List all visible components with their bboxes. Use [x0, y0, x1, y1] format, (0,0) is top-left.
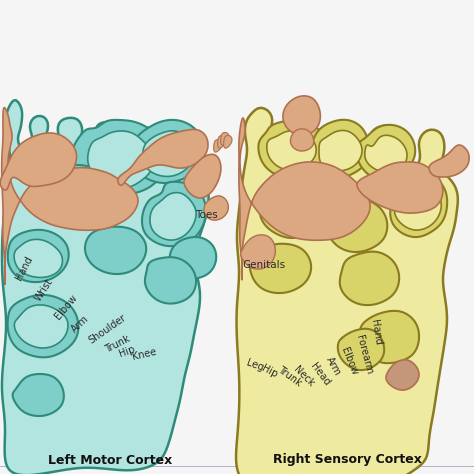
Polygon shape [224, 136, 232, 148]
Polygon shape [2, 100, 209, 474]
Polygon shape [221, 133, 229, 145]
Polygon shape [250, 244, 311, 293]
Polygon shape [145, 257, 196, 303]
Text: Elbow: Elbow [339, 346, 359, 377]
Text: Leg: Leg [245, 358, 264, 374]
Polygon shape [394, 185, 441, 230]
Polygon shape [283, 96, 320, 135]
Text: Knee: Knee [131, 347, 158, 362]
Text: Forearm: Forearm [354, 334, 374, 375]
Polygon shape [328, 200, 387, 252]
Polygon shape [8, 295, 78, 357]
Polygon shape [360, 311, 419, 363]
Polygon shape [85, 227, 146, 274]
Polygon shape [365, 135, 407, 172]
Polygon shape [0, 133, 76, 190]
Polygon shape [2, 108, 138, 285]
Text: Toes: Toes [195, 210, 218, 220]
Polygon shape [150, 192, 196, 240]
Text: Neck: Neck [292, 365, 316, 389]
Polygon shape [184, 155, 221, 198]
Polygon shape [142, 182, 206, 246]
Text: Left Motor Cortex: Left Motor Cortex [48, 454, 172, 466]
Text: Trunk: Trunk [276, 365, 303, 389]
Polygon shape [258, 120, 328, 178]
Polygon shape [131, 120, 205, 183]
Polygon shape [386, 360, 419, 390]
Polygon shape [236, 108, 458, 474]
Polygon shape [88, 131, 153, 188]
Text: Hip: Hip [260, 363, 279, 379]
Text: Arm: Arm [70, 314, 91, 335]
Text: Trunk: Trunk [103, 334, 132, 355]
Polygon shape [214, 139, 222, 152]
Text: Hand: Hand [369, 319, 383, 346]
Polygon shape [241, 235, 275, 269]
Polygon shape [42, 165, 113, 225]
Polygon shape [429, 145, 469, 177]
Polygon shape [50, 175, 105, 220]
Polygon shape [267, 131, 316, 170]
Polygon shape [14, 305, 68, 348]
Text: Arm: Arm [324, 355, 342, 377]
Text: Head: Head [308, 361, 331, 388]
Polygon shape [118, 129, 208, 185]
Polygon shape [340, 252, 399, 305]
Polygon shape [14, 239, 63, 277]
Polygon shape [72, 120, 168, 195]
Polygon shape [357, 162, 443, 213]
Text: Shoulder: Shoulder [87, 313, 128, 346]
Text: Right Sensory Cortex: Right Sensory Cortex [273, 454, 421, 466]
Text: Elbow: Elbow [53, 293, 79, 321]
Text: Wrist: Wrist [33, 277, 55, 303]
Polygon shape [260, 185, 322, 238]
Polygon shape [338, 329, 384, 370]
Text: Hand: Hand [14, 255, 35, 282]
Text: Genitals: Genitals [242, 260, 285, 270]
Polygon shape [390, 175, 447, 237]
Text: Hip: Hip [118, 344, 137, 359]
Polygon shape [356, 125, 415, 179]
Polygon shape [319, 130, 362, 171]
Polygon shape [218, 136, 226, 148]
Polygon shape [204, 196, 228, 220]
Polygon shape [8, 230, 69, 282]
Polygon shape [291, 129, 314, 151]
Polygon shape [143, 131, 195, 176]
Polygon shape [13, 374, 64, 416]
Polygon shape [239, 118, 370, 280]
Polygon shape [170, 237, 216, 279]
Polygon shape [311, 120, 369, 178]
